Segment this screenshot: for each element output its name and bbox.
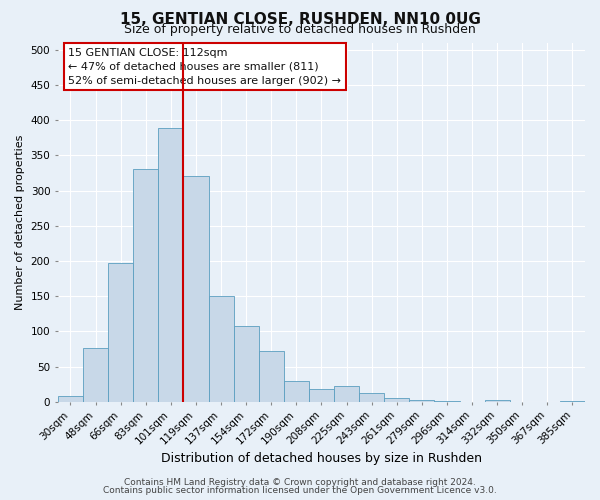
- Bar: [359, 394, 384, 402]
- Bar: [83, 348, 108, 402]
- Bar: [233, 326, 259, 402]
- Text: 15 GENTIAN CLOSE: 112sqm
← 47% of detached houses are smaller (811)
52% of semi-: 15 GENTIAN CLOSE: 112sqm ← 47% of detach…: [68, 48, 341, 86]
- Bar: [108, 263, 133, 402]
- X-axis label: Distribution of detached houses by size in Rushden: Distribution of detached houses by size …: [161, 452, 482, 465]
- Bar: [259, 351, 284, 402]
- Bar: [485, 400, 510, 402]
- Y-axis label: Number of detached properties: Number of detached properties: [15, 134, 25, 310]
- Bar: [384, 398, 409, 402]
- Bar: [434, 400, 460, 402]
- Text: 15, GENTIAN CLOSE, RUSHDEN, NN10 0UG: 15, GENTIAN CLOSE, RUSHDEN, NN10 0UG: [119, 12, 481, 28]
- Text: Contains HM Land Registry data © Crown copyright and database right 2024.: Contains HM Land Registry data © Crown c…: [124, 478, 476, 487]
- Text: Size of property relative to detached houses in Rushden: Size of property relative to detached ho…: [124, 22, 476, 36]
- Bar: [58, 396, 83, 402]
- Bar: [309, 390, 334, 402]
- Bar: [133, 170, 158, 402]
- Text: Contains public sector information licensed under the Open Government Licence v3: Contains public sector information licen…: [103, 486, 497, 495]
- Bar: [284, 381, 309, 402]
- Bar: [209, 296, 233, 402]
- Bar: [334, 386, 359, 402]
- Bar: [560, 400, 585, 402]
- Bar: [158, 128, 184, 402]
- Bar: [184, 176, 209, 402]
- Bar: [409, 400, 434, 402]
